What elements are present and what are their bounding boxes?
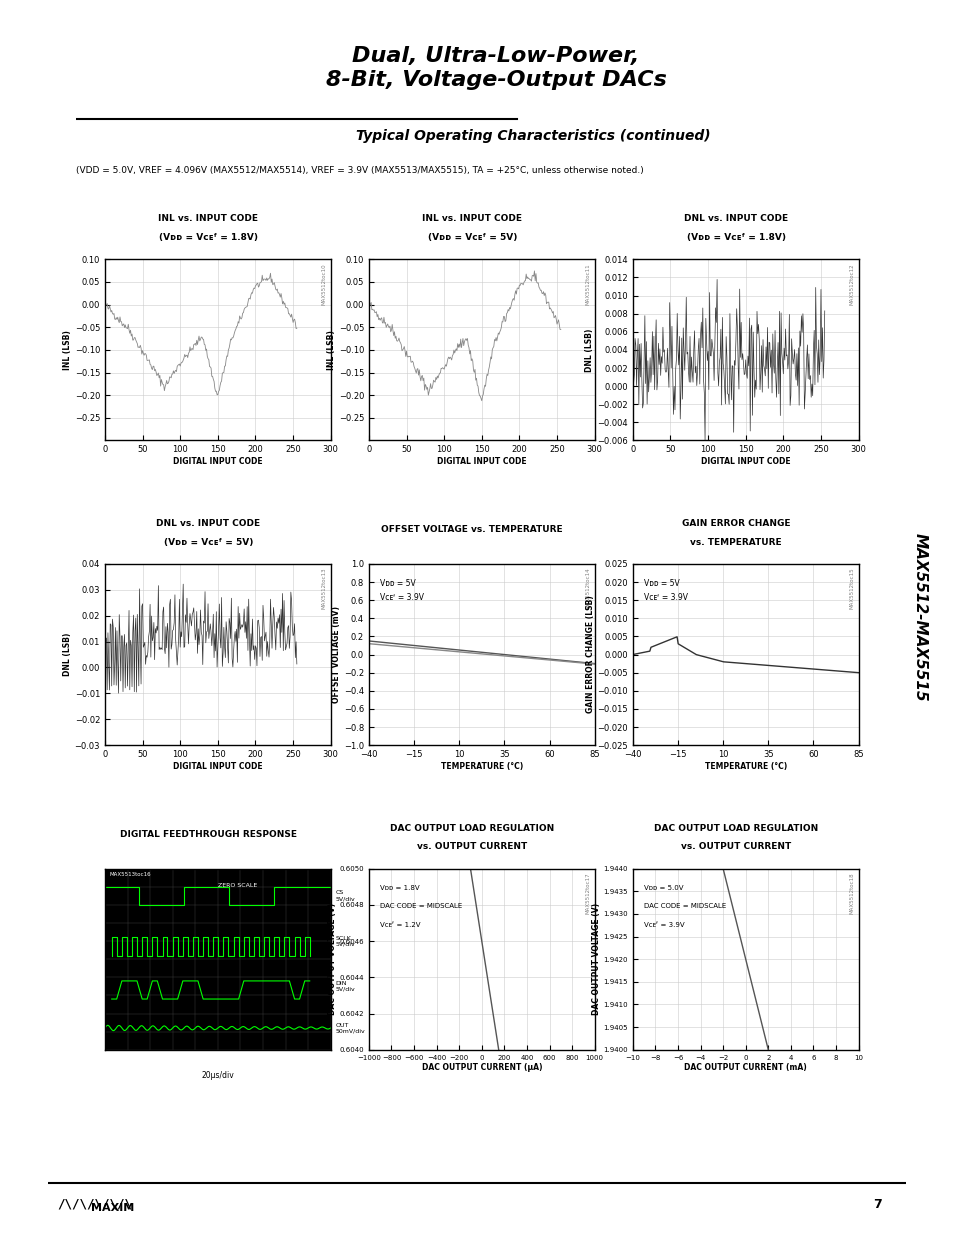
Y-axis label: DNL (LSB): DNL (LSB) bbox=[585, 329, 594, 372]
Y-axis label: DNL (LSB): DNL (LSB) bbox=[63, 632, 71, 677]
X-axis label: DAC OUTPUT CURRENT (μA): DAC OUTPUT CURRENT (μA) bbox=[421, 1063, 541, 1072]
X-axis label: DAC OUTPUT CURRENT (mA): DAC OUTPUT CURRENT (mA) bbox=[683, 1063, 806, 1072]
Text: (Vᴅᴅ = Vᴄᴇᶠ = 5V): (Vᴅᴅ = Vᴄᴇᶠ = 5V) bbox=[427, 233, 517, 242]
Text: Typical Operating Characteristics (continued): Typical Operating Characteristics (conti… bbox=[355, 128, 710, 143]
Text: MAX5512toc14: MAX5512toc14 bbox=[584, 568, 590, 609]
Y-axis label: OFFSET VOLTAGE (mV): OFFSET VOLTAGE (mV) bbox=[332, 606, 340, 703]
Text: MAX5512toc11: MAX5512toc11 bbox=[584, 263, 590, 305]
Text: MAX5512toc13: MAX5512toc13 bbox=[321, 568, 326, 609]
Text: (Vᴅᴅ = Vᴄᴇᶠ = 1.8V): (Vᴅᴅ = Vᴄᴇᶠ = 1.8V) bbox=[158, 233, 257, 242]
Text: Vᴄᴇᶠ = 1.2V: Vᴄᴇᶠ = 1.2V bbox=[379, 921, 420, 927]
Text: DAC CODE = MIDSCALE: DAC CODE = MIDSCALE bbox=[379, 904, 462, 909]
Text: (Vᴅᴅ = Vᴄᴇᶠ = 5V): (Vᴅᴅ = Vᴄᴇᶠ = 5V) bbox=[163, 537, 253, 547]
X-axis label: TEMPERATURE (°C): TEMPERATURE (°C) bbox=[704, 762, 786, 771]
Text: INL vs. INPUT CODE: INL vs. INPUT CODE bbox=[422, 215, 521, 224]
Text: DIN
5V/div: DIN 5V/div bbox=[335, 981, 355, 992]
X-axis label: TEMPERATURE (°C): TEMPERATURE (°C) bbox=[440, 762, 522, 771]
Text: Vᴅᴅ = 1.8V: Vᴅᴅ = 1.8V bbox=[379, 885, 419, 892]
Text: SCLK
5V/div: SCLK 5V/div bbox=[335, 936, 355, 946]
Text: DAC OUTPUT LOAD REGULATION: DAC OUTPUT LOAD REGULATION bbox=[654, 824, 818, 832]
Text: DNL vs. INPUT CODE: DNL vs. INPUT CODE bbox=[683, 215, 787, 224]
Text: MAXIM: MAXIM bbox=[91, 1203, 133, 1213]
Text: (VDD = 5.0V, VREF = 4.096V (MAX5512/MAX5514), VREF = 3.9V (MAX5513/MAX5515), TA : (VDD = 5.0V, VREF = 4.096V (MAX5512/MAX5… bbox=[76, 165, 643, 175]
Text: (Vᴅᴅ = Vᴄᴇᶠ = 1.8V): (Vᴅᴅ = Vᴄᴇᶠ = 1.8V) bbox=[686, 233, 785, 242]
Text: MAX5512toc15: MAX5512toc15 bbox=[848, 568, 853, 609]
X-axis label: DIGITAL INPUT CODE: DIGITAL INPUT CODE bbox=[172, 457, 262, 466]
Text: OFFSET VOLTAGE vs. TEMPERATURE: OFFSET VOLTAGE vs. TEMPERATURE bbox=[381, 525, 562, 535]
Y-axis label: INL (LSB): INL (LSB) bbox=[63, 330, 71, 369]
Text: ZERO SCALE: ZERO SCALE bbox=[217, 883, 256, 888]
X-axis label: DIGITAL INPUT CODE: DIGITAL INPUT CODE bbox=[172, 762, 262, 771]
Text: MAX5512-MAX5515: MAX5512-MAX5515 bbox=[912, 534, 927, 701]
Text: MAX5512toc17: MAX5512toc17 bbox=[584, 872, 590, 914]
Text: MAX5512toc10: MAX5512toc10 bbox=[321, 263, 326, 305]
X-axis label: DIGITAL INPUT CODE: DIGITAL INPUT CODE bbox=[700, 457, 790, 466]
Text: MAX5512toc18: MAX5512toc18 bbox=[848, 872, 853, 914]
Text: Vᴄᴇᶠ = 3.9V: Vᴄᴇᶠ = 3.9V bbox=[643, 593, 687, 603]
Text: INL vs. INPUT CODE: INL vs. INPUT CODE bbox=[158, 215, 258, 224]
Text: OUT
50mV/div: OUT 50mV/div bbox=[335, 1023, 365, 1034]
Text: CS
5V/div: CS 5V/div bbox=[335, 890, 355, 902]
Text: 20μs/div: 20μs/div bbox=[201, 1072, 233, 1081]
Text: MAX5513toc16: MAX5513toc16 bbox=[110, 872, 151, 877]
Text: Vᴄᴇᶠ = 3.9V: Vᴄᴇᶠ = 3.9V bbox=[643, 921, 684, 927]
X-axis label: DIGITAL INPUT CODE: DIGITAL INPUT CODE bbox=[436, 457, 526, 466]
Text: vs. TEMPERATURE: vs. TEMPERATURE bbox=[690, 537, 781, 547]
Text: vs. OUTPUT CURRENT: vs. OUTPUT CURRENT bbox=[680, 842, 790, 851]
Y-axis label: INL (LSB): INL (LSB) bbox=[327, 330, 335, 369]
Text: Vᴅᴅ = 5.0V: Vᴅᴅ = 5.0V bbox=[643, 885, 683, 892]
Text: Dual, Ultra-Low-Power,: Dual, Ultra-Low-Power, bbox=[352, 46, 639, 65]
Text: 7: 7 bbox=[872, 1198, 882, 1210]
Y-axis label: GAIN ERROR CHANGE (LSB): GAIN ERROR CHANGE (LSB) bbox=[585, 595, 594, 714]
Text: vs. OUTPUT CURRENT: vs. OUTPUT CURRENT bbox=[416, 842, 527, 851]
Text: MAX5512toc12: MAX5512toc12 bbox=[848, 263, 853, 305]
Text: DAC OUTPUT LOAD REGULATION: DAC OUTPUT LOAD REGULATION bbox=[390, 824, 554, 832]
Text: /\/\/\/\/\: /\/\/\/\/\ bbox=[57, 1198, 132, 1210]
Text: DAC CODE = MIDSCALE: DAC CODE = MIDSCALE bbox=[643, 904, 725, 909]
Text: 8-Bit, Voltage-Output DACs: 8-Bit, Voltage-Output DACs bbox=[325, 70, 666, 90]
Y-axis label: DAC OUTPUT VOLTAGE (V): DAC OUTPUT VOLTAGE (V) bbox=[591, 903, 600, 1015]
Text: DNL vs. INPUT CODE: DNL vs. INPUT CODE bbox=[156, 519, 260, 529]
Text: DIGITAL FEEDTHROUGH RESPONSE: DIGITAL FEEDTHROUGH RESPONSE bbox=[120, 830, 296, 839]
Text: GAIN ERROR CHANGE: GAIN ERROR CHANGE bbox=[681, 519, 790, 529]
Y-axis label: DAC OUTPUT VOLTAGE (V): DAC OUTPUT VOLTAGE (V) bbox=[327, 903, 336, 1015]
Text: Vᴄᴇᶠ = 3.9V: Vᴄᴇᶠ = 3.9V bbox=[379, 593, 424, 603]
Text: Vᴅᴅ = 5V: Vᴅᴅ = 5V bbox=[379, 579, 416, 588]
Text: Vᴅᴅ = 5V: Vᴅᴅ = 5V bbox=[643, 579, 679, 588]
